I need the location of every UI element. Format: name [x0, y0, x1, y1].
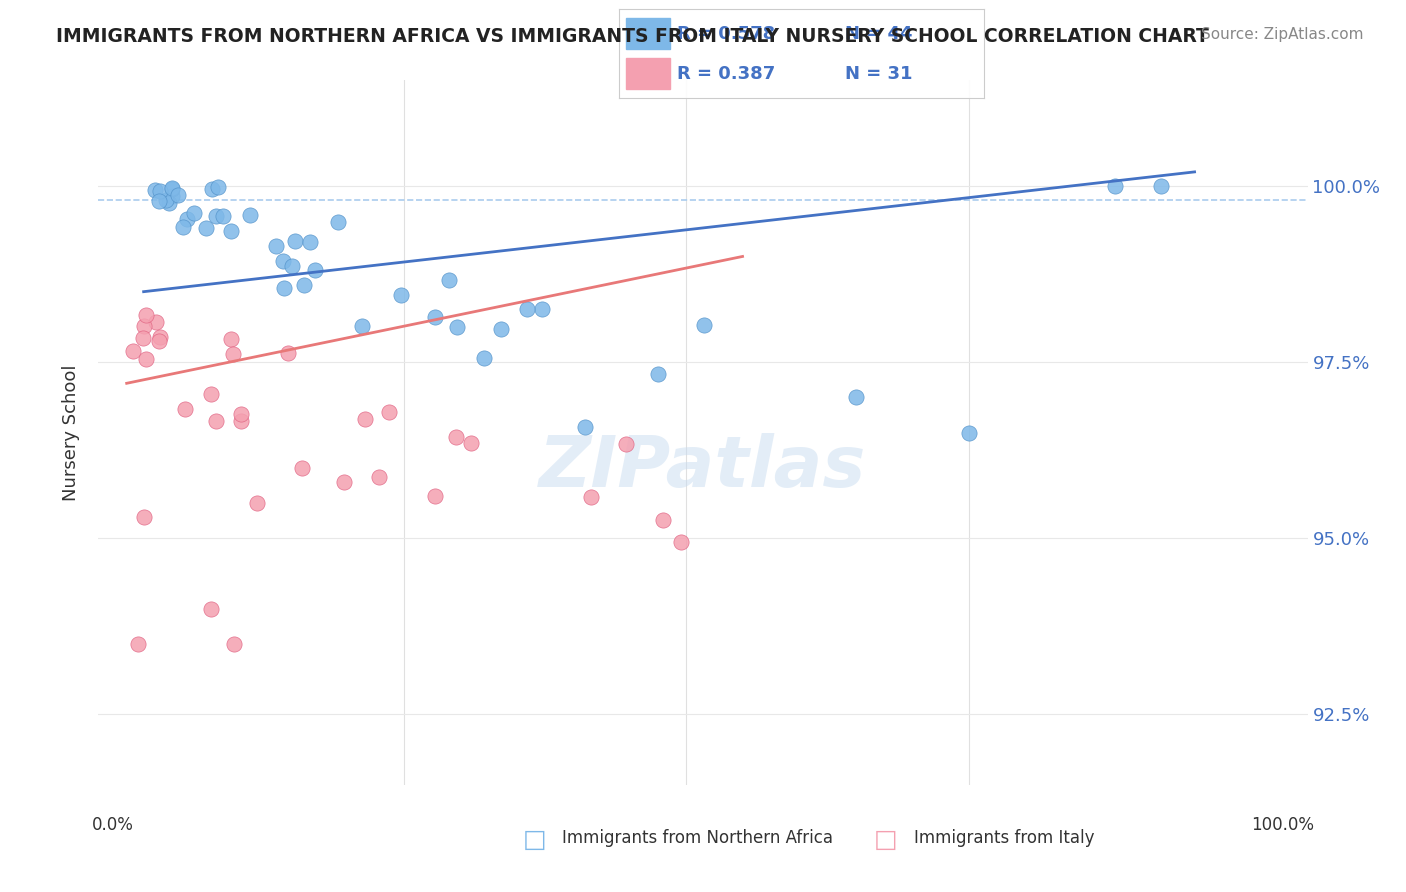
Point [160, 182, 183, 196]
Point [132, 331, 155, 345]
Text: 0.0%: 0.0% [91, 815, 134, 833]
Bar [626, 18, 669, 49]
Point [284, 234, 307, 248]
Point [229, 414, 252, 428]
Point [219, 332, 242, 346]
Text: IMMIGRANTS FROM NORTHERN AFRICA VS IMMIGRANTS FROM ITALY NURSERY SCHOOL CORRELAT: IMMIGRANTS FROM NORTHERN AFRICA VS IMMIG… [56, 27, 1209, 45]
Point [134, 319, 156, 334]
Point [957, 425, 980, 440]
Text: ZIPatlas: ZIPatlas [540, 434, 866, 502]
Point [155, 193, 177, 207]
Point [172, 220, 194, 235]
Point [166, 187, 188, 202]
Text: N = 44: N = 44 [845, 25, 912, 43]
Point [281, 259, 304, 273]
Point [239, 208, 262, 222]
Point [444, 430, 467, 444]
Point [122, 343, 145, 358]
Point [148, 334, 170, 348]
Text: Source: ZipAtlas.com: Source: ZipAtlas.com [1201, 27, 1364, 42]
Point [200, 602, 222, 616]
Point [489, 322, 512, 336]
Point [221, 224, 243, 238]
Point [135, 308, 157, 322]
Point [183, 206, 205, 220]
Point [326, 215, 349, 229]
Point [273, 281, 295, 295]
Point [1150, 179, 1173, 194]
Point [437, 273, 460, 287]
Y-axis label: Nursery School: Nursery School [62, 364, 80, 501]
Point [389, 288, 412, 302]
Point [157, 195, 180, 210]
Point [446, 320, 468, 334]
Point [377, 405, 399, 419]
Point [531, 301, 554, 316]
Point [614, 436, 637, 450]
Point [200, 387, 222, 401]
Point [127, 637, 149, 651]
Text: 100.0%: 100.0% [1251, 815, 1315, 833]
Point [176, 212, 198, 227]
Point [207, 179, 229, 194]
Point [516, 301, 538, 316]
Point [264, 239, 287, 253]
Point [173, 402, 195, 417]
Point [135, 351, 157, 366]
Text: Immigrants from Northern Africa: Immigrants from Northern Africa [562, 829, 834, 847]
Text: Immigrants from Italy: Immigrants from Italy [914, 829, 1094, 847]
Point [162, 188, 184, 202]
Point [354, 411, 377, 425]
Point [333, 475, 356, 490]
Point [367, 470, 389, 484]
Point [148, 194, 170, 208]
Point [271, 254, 294, 268]
Point [145, 183, 167, 197]
Point [425, 489, 447, 503]
Point [304, 263, 326, 277]
Point [693, 318, 716, 332]
Point [1104, 179, 1126, 194]
Point [291, 461, 314, 475]
Point [195, 220, 218, 235]
Text: R = 0.387: R = 0.387 [678, 65, 775, 83]
Point [160, 181, 183, 195]
Point [425, 310, 447, 324]
Point [652, 513, 675, 527]
Text: N = 31: N = 31 [845, 65, 912, 83]
Point [201, 182, 224, 196]
Point [231, 407, 253, 421]
Point [149, 184, 172, 198]
Point [472, 351, 495, 365]
Point [460, 436, 482, 450]
Point [205, 414, 228, 428]
Point [669, 534, 692, 549]
Point [845, 391, 868, 405]
Point [581, 490, 603, 504]
Point [149, 330, 172, 344]
Point [352, 318, 374, 333]
Text: R = 0.578: R = 0.578 [678, 25, 775, 43]
Text: □: □ [875, 829, 897, 853]
Point [212, 210, 235, 224]
Point [246, 496, 269, 510]
Point [132, 510, 155, 524]
Point [145, 316, 167, 330]
Point [299, 235, 322, 249]
Point [647, 367, 669, 381]
Point [574, 419, 596, 434]
Point [222, 637, 245, 651]
Point [277, 346, 299, 360]
Point [222, 347, 245, 361]
Point [292, 277, 315, 292]
Point [205, 209, 228, 223]
Bar [626, 58, 669, 89]
Text: □: □ [523, 829, 546, 853]
